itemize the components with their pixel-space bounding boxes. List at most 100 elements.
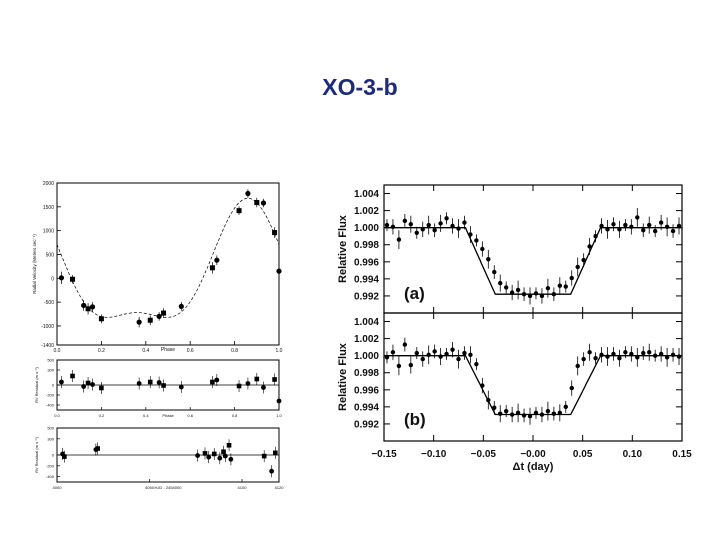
transit-b-data-point — [498, 411, 503, 416]
transit-b-data-point — [503, 408, 509, 414]
rv-x-tick-label: 0.2 — [98, 348, 105, 354]
transit-a-data-point — [450, 223, 455, 229]
rv-x-tick-label: 0.8 — [231, 348, 238, 354]
transit-a-data-point — [456, 226, 461, 231]
res-phase-data-point — [245, 381, 251, 386]
transit-b-data-point — [480, 383, 485, 388]
transit-a-data-point — [503, 285, 509, 290]
transit-a-panel-label: (a) — [404, 284, 425, 303]
transit-a-data-point — [468, 232, 473, 237]
transit-b-data-point — [539, 412, 545, 417]
res-time-x-tick-label: 4120 — [275, 485, 285, 490]
transit-b-data-point — [623, 350, 628, 355]
transit-a-data-point — [635, 215, 640, 220]
transit-b-data-point — [527, 414, 533, 419]
res-phase-data-point — [214, 377, 220, 383]
transit-a-data-point — [462, 220, 467, 225]
transit-x-tick-label: −0.15 — [371, 449, 397, 460]
rv-data-point — [58, 275, 65, 281]
res-time-y-tick-label: -200 — [46, 463, 55, 468]
res-time-x-axis-label: HJD - 2454000 — [155, 485, 183, 490]
rv-data-point — [254, 200, 260, 206]
transit-b-data-point — [474, 362, 479, 367]
res-time-data-point — [211, 451, 217, 457]
rv-data-point — [136, 319, 142, 325]
transit-b-data-point — [426, 352, 431, 358]
transit-a-data-point — [599, 223, 604, 229]
transit-a-data-point — [664, 224, 670, 230]
transit-a-data-point — [652, 228, 658, 234]
transit-a-data-point — [396, 237, 402, 242]
res-time-y-axis-label: RV Residual (m s⁻¹) — [34, 436, 39, 472]
transit-b-data-point — [438, 354, 443, 359]
rv-y-tick-label: 0 — [51, 276, 54, 282]
transit-a-data-point — [426, 222, 431, 228]
res-phase-x-axis-label: Phase — [162, 413, 174, 418]
res-phase-x-tick-label: 0.8 — [232, 413, 238, 418]
transit-b-y-tick-label: 0.994 — [354, 402, 379, 413]
transit-a-data-point — [611, 222, 616, 227]
transit-b-data-point — [545, 408, 551, 414]
transit-a-data-point — [569, 275, 574, 281]
res-phase-y-tick-label: 500 — [47, 358, 54, 363]
rv-y-tick-label: -1000 — [41, 324, 54, 330]
transit-a-data-point — [605, 227, 610, 232]
transit-a-data-point — [527, 293, 533, 299]
res-time-data-point — [62, 454, 67, 459]
res-phase-data-point — [161, 383, 166, 388]
transit-a-data-point — [480, 246, 485, 252]
transit-b-data-point — [658, 351, 664, 357]
transit-b-data-point — [462, 350, 467, 356]
res-time-data-point — [195, 453, 201, 458]
transit-b-y-tick-label: 0.998 — [354, 368, 379, 379]
transit-a-data-point — [629, 224, 634, 230]
transit-a-data-point — [486, 257, 491, 262]
rv-data-point — [147, 317, 153, 323]
transit-b-data-point — [676, 354, 682, 359]
transit-b-data-point — [551, 411, 557, 416]
transit-a-data-point — [587, 244, 592, 249]
transit-a-y-tick-label: 0.992 — [354, 291, 379, 302]
transit-a-y-tick-label: 0.994 — [354, 274, 379, 285]
res-phase-y-tick-label: 0 — [52, 383, 55, 388]
res-phase-data-point — [261, 385, 266, 390]
rv-y-tick-label: 2000 — [43, 181, 54, 187]
transit-a-data-point — [420, 227, 425, 232]
transit-a-data-point — [581, 257, 586, 263]
res-phase-data-point — [210, 379, 215, 385]
res-time-y-tick-label: -400 — [46, 474, 55, 479]
res-time-data-point — [217, 455, 223, 461]
transit-a-data-point — [647, 222, 652, 228]
transit-b-data-point — [444, 351, 449, 357]
transit-b-data-point — [432, 349, 437, 354]
transit-a-data-point — [498, 280, 503, 286]
transit-b-data-point — [396, 363, 402, 369]
transit-a-data-point — [408, 222, 414, 227]
rv-fit-curve — [56, 197, 280, 318]
res-time-data-point — [222, 453, 228, 459]
res-phase-data-point — [178, 384, 184, 390]
transit-b-data-point — [486, 397, 491, 403]
rv-x-tick-label: 0.0 — [54, 348, 61, 354]
transit-b-data-point — [652, 353, 658, 358]
transit-a-data-point — [390, 224, 396, 230]
res-phase-data-point — [147, 379, 153, 385]
rv-panel-frame — [56, 182, 280, 346]
transit-b-data-point — [390, 350, 396, 355]
transit-b-data-point — [629, 351, 634, 357]
transit-b-data-point — [611, 351, 616, 357]
transit-a-data-point — [575, 264, 580, 270]
transit-a-data-point — [593, 234, 598, 239]
rv-data-point — [85, 306, 91, 312]
transit-x-tick-label: 0.10 — [623, 449, 643, 460]
res-phase-data-point — [254, 376, 260, 382]
rv-data-point — [178, 303, 184, 310]
rv-data-point — [161, 310, 167, 316]
transit-a-data-point — [492, 269, 497, 275]
transit-b-data-point — [515, 410, 521, 416]
transit-b-data-point — [450, 347, 455, 352]
rv-x-tick-label: 1.0 — [276, 348, 283, 354]
transit-a-y-tick-label: 1.004 — [354, 189, 379, 200]
